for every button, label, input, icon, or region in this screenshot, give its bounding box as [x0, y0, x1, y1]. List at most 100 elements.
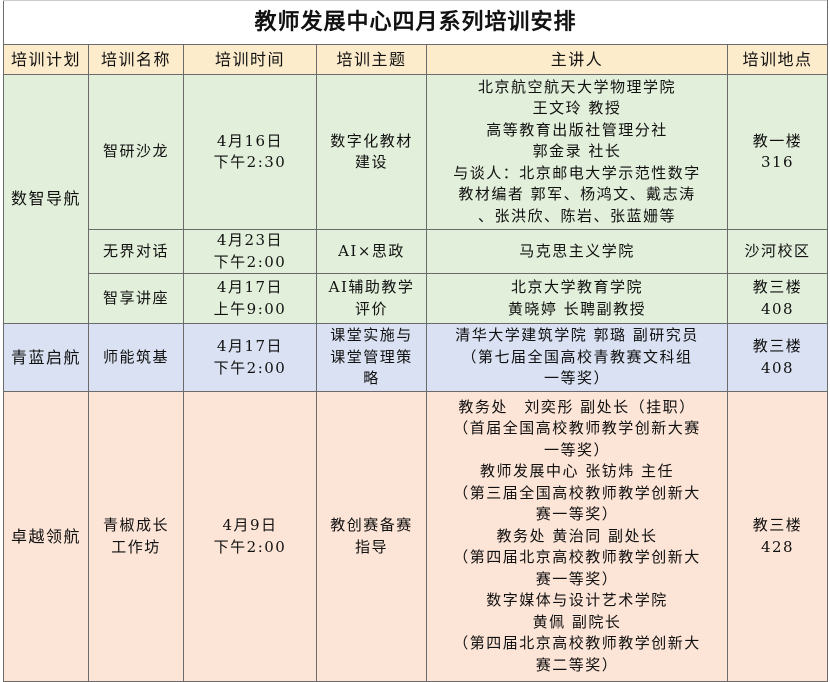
speaker-cell: 马克思主义学院 [426, 229, 728, 274]
location-cell: 教一楼 316 [726, 74, 829, 230]
column-header: 培训时间 [183, 44, 317, 75]
training-topic-cell: 教创赛备赛 指导 [316, 391, 427, 682]
training-time-cell: 4月17日 上午9:00 [183, 273, 317, 324]
table-row: 卓越领航 青椒成长 工作坊 4月9日 下午2:00 教创赛备赛 指导 教务处 刘奕彤 副处长（… [3, 391, 829, 682]
speaker-cell-line: （第三届全国高校教师教学创新大 [453, 483, 701, 502]
training-time-cell-line: 4月16日 [216, 131, 284, 150]
training-time-cell-line: 4月23日 [216, 231, 284, 249]
training-name-cell-line: 工作坊 [111, 537, 161, 556]
table-row: 无界对话 4月23日下午2:00 AI×思政 马克思主义学院 沙河校区 [4, 229, 829, 274]
location-cell-line: 教三楼 [752, 278, 803, 296]
header-row: 培训计划 培训名称 培训时间 培训主题 主讲人 培训地点 [3, 44, 829, 75]
speaker-cell-line: 教务处 刘奕彤 副处长（挂职） [458, 397, 696, 416]
speaker-cell-line: 数字媒体与设计艺术学院 [486, 591, 668, 610]
location-cell: 教三楼 408 [726, 273, 829, 324]
training-name-cell-line: 无界对话 [102, 241, 169, 260]
training-name-cell: 智享讲座 [88, 273, 184, 324]
speaker-cell-line: 黄佩 副院长 [532, 612, 622, 631]
training-time-cell-line: 下午2:00 [213, 358, 287, 377]
location-cell-line: 316 [760, 153, 795, 171]
speaker-cell-line: 、张洪欣、陈岩、张蓝姗等 [477, 206, 676, 225]
training-time-cell-line: 4月9日 [222, 516, 278, 534]
training-name-cell-line: 青椒成长 [102, 516, 169, 534]
location-cell-line: 教一楼 [752, 131, 803, 150]
speaker-cell-line: 赛一等奖） [535, 505, 619, 524]
speaker-cell-line: 赛一等奖） [535, 569, 619, 588]
training-time-cell-line: 下午2:30 [213, 153, 287, 171]
training-topic-cell: AI辅助教学 评价 [316, 273, 427, 324]
speaker-cell-line: 郭金录 社长 [532, 142, 622, 161]
table-row: 青蓝启航 师能筑基 4月17日 下午2:00 课堂实施与 课堂管理策略清华大学建筑学院 郭… [3, 323, 829, 392]
column-header: 培训计划 [3, 44, 89, 75]
speaker-cell: 清华大学建筑学院 郭璐 副研究员 （第七届全国高校青教赛文科组 一等奖） [426, 323, 728, 392]
speaker-cell: 北京大学教育学院 黄晓婷 长聘副教授 [426, 273, 728, 324]
training-name-cell-line: 智享讲座 [102, 288, 169, 307]
speaker-cell-line: 北京航空航天大学物理学院 [477, 77, 676, 96]
speaker-cell-line: 北京大学教育学院 [510, 278, 643, 296]
page-title: 教师发展中心四月系列培训安排 [2, 0, 829, 45]
speaker-cell-line: 教务处 黄治同 副处长 [496, 526, 658, 545]
speaker-cell-line: 教材编者 郭军、杨鸿文、戴志涛 [458, 185, 696, 204]
location-cell-line: 408 [760, 299, 795, 318]
training-topic-cell: 课堂实施与课堂管理策略 [316, 323, 427, 392]
training-time-cell-line: 下午2:00 [213, 252, 287, 271]
training-topic-cell-line: 略 [363, 369, 380, 388]
speaker-cell-line: （首届全国高校教师教学创新大赛 [453, 419, 701, 438]
location-cell: 沙河校区 [726, 229, 829, 274]
table-row: 智享讲座 4月17日 上午9:00 AI辅助教学 评价 北京大学教育学院 黄晓婷 长聘副教授… [4, 273, 829, 324]
training-topic-cell-line: 教创赛备赛 [330, 516, 413, 534]
training-name-cell: 师能筑基 [88, 323, 184, 392]
training-time-cell-line: 下午2:00 [213, 537, 287, 556]
location-cell-line: 428 [760, 537, 795, 556]
speaker-cell-line: 黄晓婷 长聘副教授 [507, 299, 647, 318]
location-cell-line: 沙河校区 [744, 241, 811, 260]
speaker-cell: 教务处 刘奕彤 副处长（挂职） （首届全国高校教师教学创新大赛 一等奖） 教师发展中心… [426, 391, 728, 682]
training-name-cell: 无界对话 [88, 229, 184, 274]
training-name-cell: 智研沙龙 [88, 74, 184, 230]
speaker-cell-line: （第四届北京高校教师教学创新大 [453, 634, 701, 653]
training-time-cell-line: 4月17日 [216, 278, 284, 296]
training-time-cell: 4月17日下午2:00 [183, 323, 317, 392]
speaker-cell-line: 高等教育出版社管理分社 [486, 120, 668, 139]
training-name-cell-line: 师能筑基 [102, 347, 169, 366]
training-name-cell-line: 智研沙龙 [102, 142, 169, 161]
location-cell: 教三楼 408 [726, 323, 829, 392]
training-topic-cell: AI×思政 [316, 229, 427, 274]
location-cell-line: 教三楼 [752, 337, 803, 355]
training-topic-cell-line: 指导 [354, 537, 388, 556]
training-topic-cell-line: AI辅助教学 [328, 278, 415, 296]
column-header: 培训名称 [88, 44, 184, 75]
location-cell-line: 408 [760, 358, 795, 377]
speaker-cell-line: 一等奖） [543, 369, 610, 388]
speaker-cell-line: 王文玲 教授 [532, 99, 622, 118]
speaker-cell: 北京航空航天大学物理学院 王文玲 教授高等教育出版社管理分社 郭金录 社长与谈人：北… [426, 74, 728, 230]
speaker-cell-line: 教师发展中心 张钫炜 主任 [479, 462, 675, 481]
training-time-cell: 4月23日下午2:00 [183, 229, 317, 274]
training-topic-cell-line: 课堂实施与 [330, 326, 413, 345]
location-cell: 教三楼 428 [726, 391, 829, 682]
training-topic-cell-line: 建设 [354, 153, 388, 171]
training-topic-cell-line: AI×思政 [338, 241, 405, 260]
column-header: 培训地点 [726, 44, 829, 75]
location-cell-line: 教三楼 [752, 516, 803, 534]
plan-cell: 青蓝启航 [3, 323, 89, 392]
training-topic-cell-line: 课堂管理策 [330, 347, 413, 366]
speaker-cell-line: 一等奖） [543, 440, 610, 459]
column-header: 主讲人 [426, 44, 728, 75]
training-time-cell-line: 4月17日 [216, 337, 284, 355]
training-time-cell: 4月16日下午2:30 [183, 74, 317, 230]
speaker-cell-line: （第四届北京高校教师教学创新大 [453, 548, 701, 567]
speaker-cell-line: 与谈人：北京邮电大学示范性数字 [453, 163, 701, 182]
training-topic-cell: 数字化教材 建设 [316, 74, 427, 230]
plan-cell: 卓越领航 [3, 391, 89, 682]
plan-cell: 数智导航 [3, 74, 89, 324]
training-topic-cell-line: 评价 [354, 299, 388, 318]
training-topic-cell-line: 数字化教材 [330, 131, 413, 150]
column-header: 培训主题 [316, 44, 427, 75]
training-time-cell: 4月9日下午2:00 [183, 391, 317, 682]
speaker-cell-line: 赛二等奖） [535, 655, 619, 674]
speaker-cell-line: （第七届全国高校青教赛文科组 [461, 347, 693, 366]
speaker-cell-line: 马克思主义学院 [519, 241, 635, 260]
training-name-cell: 青椒成长 工作坊 [88, 391, 184, 682]
